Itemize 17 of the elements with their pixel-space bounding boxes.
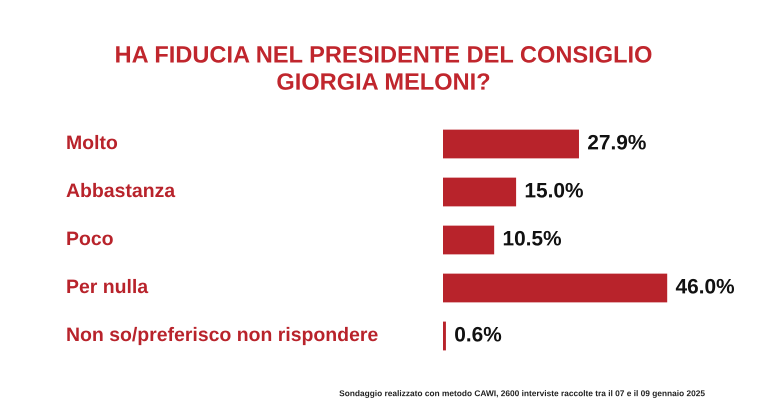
y-tick-label: Per nulla (67, 278, 148, 294)
data-label: 0.6% (455, 326, 502, 342)
y-tick-label: Molto (67, 134, 118, 150)
data-label: 27.9% (588, 134, 646, 150)
chart-title: HA FIDUCIA NEL PRESIDENTE DEL CONSIGLIO GIORGIA MELONI? (116, 46, 652, 90)
data-label: 46.0% (676, 278, 734, 294)
bar (443, 274, 668, 302)
y-tick-label: Abbastanza (66, 182, 176, 198)
y-tick-label: Poco (67, 232, 113, 246)
y-tick-label: Non so/preferisco non rispondere (67, 326, 378, 346)
bar (443, 226, 494, 254)
text: Sondaggio realizzato con metodo CAWI, 2600 interviste raccolte tra il 07 e il 09 gennaio 2025 (339, 390, 705, 398)
bar (443, 130, 579, 158)
data-label: 15.0% (526, 182, 583, 198)
bar (443, 178, 516, 206)
bar (443, 322, 446, 350)
data-label: 10.5% (504, 230, 562, 246)
